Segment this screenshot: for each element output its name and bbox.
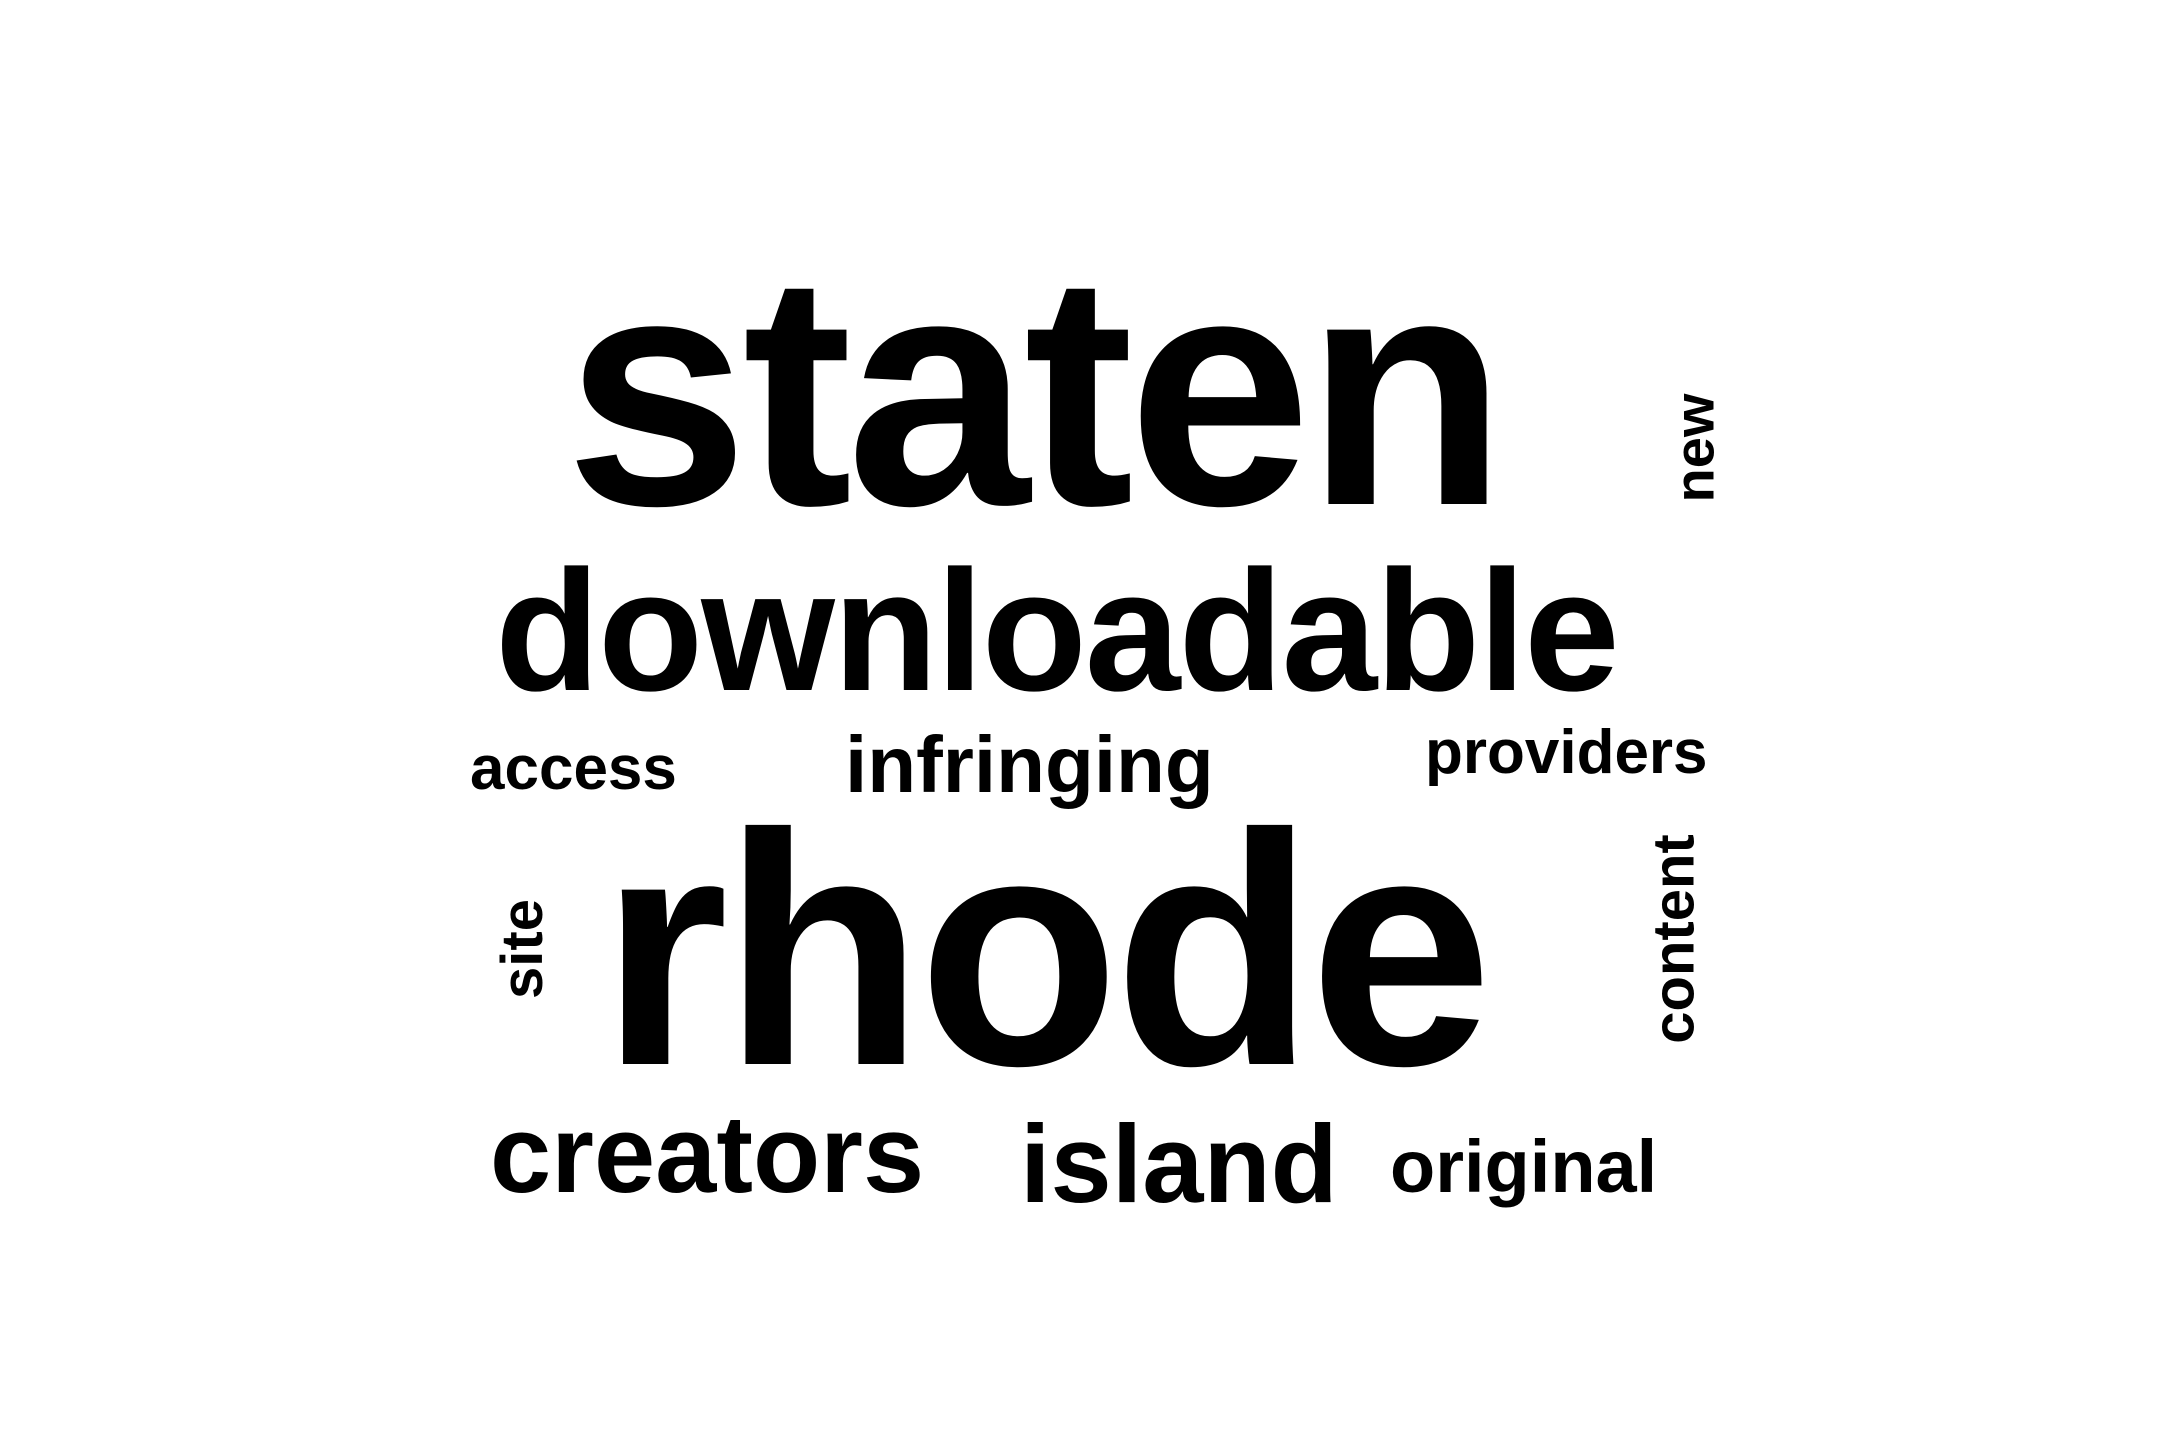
word-providers: providers: [1425, 718, 1708, 787]
word-content: content: [1641, 834, 1707, 1044]
word-site: site: [489, 899, 555, 999]
word-staten: staten: [565, 205, 1507, 574]
word-infringing: infringing: [845, 720, 1214, 809]
word-rhode: rhode: [600, 765, 1493, 1134]
word-original: original: [1390, 1125, 1658, 1208]
word-new: new: [1662, 393, 1726, 503]
word-island: island: [1020, 1103, 1338, 1226]
word-access: access: [470, 734, 677, 803]
word-creators: creators: [490, 1093, 925, 1216]
word-downloadable: downloadable: [495, 535, 1620, 727]
